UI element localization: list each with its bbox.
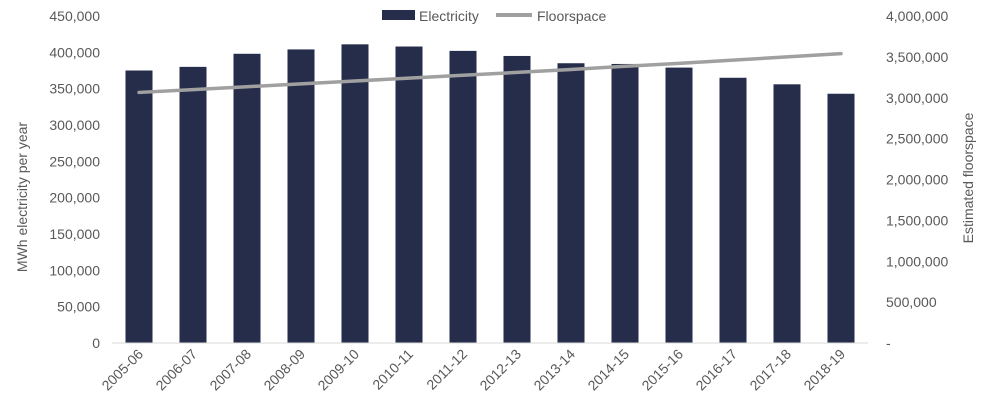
legend: Electricity Floorspace bbox=[382, 8, 606, 24]
electricity-bar bbox=[719, 77, 747, 344]
right-axis-ticks: - 500,000 1,000,000 1,500,000 2,000,000 2,500… bbox=[886, 8, 948, 351]
x-tick-label: 2006-07 bbox=[152, 346, 200, 394]
left-tick-label: 100,000 bbox=[49, 262, 100, 278]
left-tick-label: 400,000 bbox=[49, 44, 100, 60]
x-tick-label: 2011-12 bbox=[423, 346, 470, 393]
legend-electricity-swatch bbox=[382, 10, 415, 20]
left-axis-ticks: 0 50,000 100,000 150,000 200,000 250,000 300,0… bbox=[49, 8, 100, 351]
legend-floorspace-label: Floorspace bbox=[537, 8, 606, 24]
electricity-bar bbox=[341, 44, 369, 344]
legend-electricity-label: Electricity bbox=[419, 8, 479, 24]
electricity-bar bbox=[395, 46, 423, 344]
electricity-bar bbox=[233, 53, 261, 343]
electricity-bar bbox=[827, 93, 855, 344]
right-tick-label: 3,000,000 bbox=[886, 90, 948, 106]
x-tick-label: 2009-10 bbox=[314, 346, 362, 394]
right-tick-label: 2,000,000 bbox=[886, 172, 948, 188]
electricity-bar bbox=[557, 63, 585, 343]
left-tick-label: 450,000 bbox=[49, 8, 100, 24]
electricity-bar bbox=[449, 50, 477, 343]
x-tick-label: 2014-15 bbox=[584, 346, 632, 394]
electricity-bar bbox=[611, 63, 639, 344]
x-tick-label: 2008-09 bbox=[260, 346, 308, 394]
left-tick-label: 300,000 bbox=[49, 117, 100, 133]
right-tick-label: 1,000,000 bbox=[886, 253, 948, 269]
electricity-bar bbox=[503, 55, 531, 343]
right-tick-label: 2,500,000 bbox=[886, 131, 948, 147]
right-tick-label: 500,000 bbox=[886, 294, 937, 310]
electricity-bars bbox=[125, 44, 855, 344]
x-tick-label: 2012-13 bbox=[476, 346, 524, 394]
electricity-bar bbox=[773, 84, 801, 343]
x-tick-label: 2005-06 bbox=[98, 346, 146, 394]
left-tick-label: 0 bbox=[92, 335, 100, 351]
right-tick-label: 1,500,000 bbox=[886, 212, 948, 228]
x-axis-ticks: 2005-06 2006-07 2007-08 2008-09 2009-10 2010-… bbox=[98, 346, 848, 394]
x-tick-label: 2015-16 bbox=[638, 346, 686, 394]
left-tick-label: 150,000 bbox=[49, 226, 100, 242]
x-tick-label: 2007-08 bbox=[206, 346, 254, 394]
floorspace-line bbox=[137, 51, 843, 95]
right-tick-label: - bbox=[886, 335, 891, 351]
left-tick-label: 200,000 bbox=[49, 190, 100, 206]
right-tick-label: 3,500,000 bbox=[886, 49, 948, 65]
left-axis-title: MWh electricity per year bbox=[14, 122, 30, 272]
electricity-bar bbox=[125, 70, 153, 343]
x-tick-label: 2017-18 bbox=[746, 346, 794, 394]
electricity-bar bbox=[287, 49, 315, 343]
right-tick-label: 4,000,000 bbox=[886, 8, 948, 24]
x-tick-label: 2018-19 bbox=[800, 346, 848, 394]
left-tick-label: 350,000 bbox=[49, 81, 100, 97]
x-tick-label: 2016-17 bbox=[692, 346, 740, 394]
left-tick-label: 250,000 bbox=[49, 153, 100, 169]
electricity-bar bbox=[179, 66, 207, 343]
floorspace-line-layer bbox=[137, 51, 843, 95]
x-tick-label: 2010-11 bbox=[369, 346, 416, 393]
left-tick-label: 50,000 bbox=[57, 299, 100, 315]
right-axis-title: Estimated floorspace bbox=[960, 112, 976, 243]
electricity-bar bbox=[665, 67, 693, 344]
x-tick-label: 2013-14 bbox=[530, 346, 578, 394]
